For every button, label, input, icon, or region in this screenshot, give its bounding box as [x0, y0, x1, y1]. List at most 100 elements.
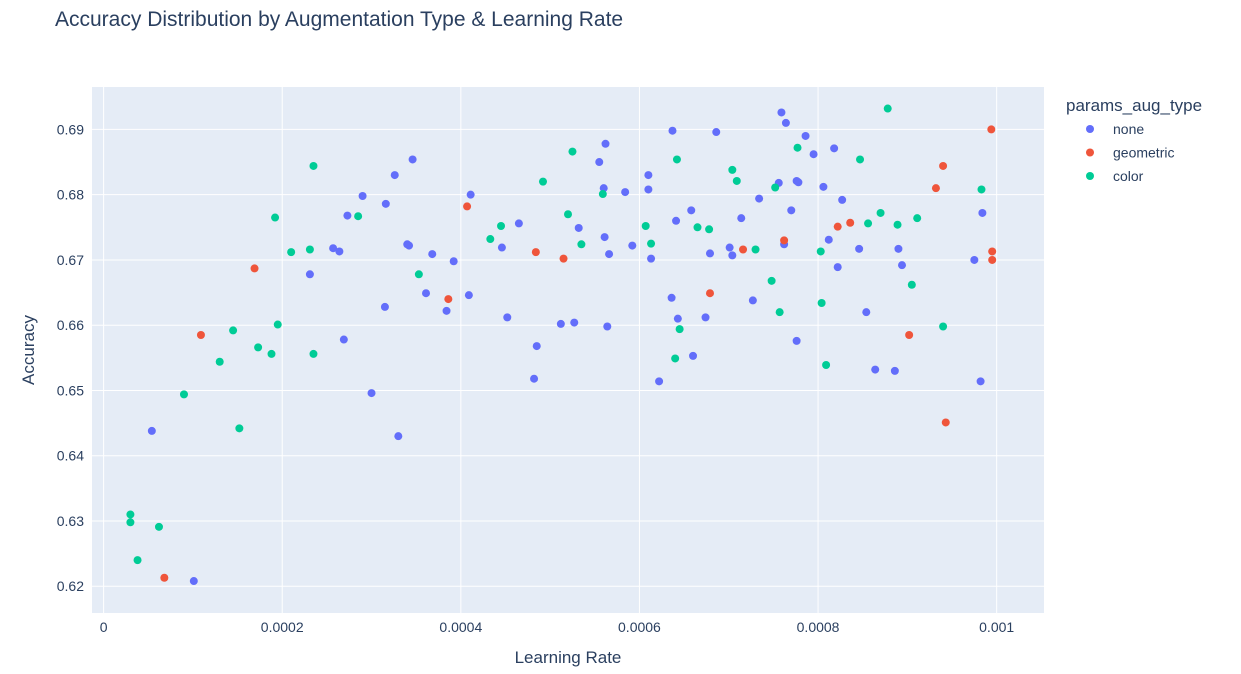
data-point	[689, 351, 698, 360]
plot-area	[92, 87, 1044, 613]
data-point	[160, 573, 169, 582]
data-point	[179, 390, 188, 399]
data-point	[907, 280, 916, 289]
legend-marker	[1086, 172, 1094, 180]
data-point	[905, 330, 914, 339]
data-point	[862, 308, 871, 317]
data-point	[271, 213, 280, 222]
data-point	[739, 245, 748, 254]
data-point	[531, 248, 540, 257]
data-point	[748, 296, 757, 305]
data-point	[644, 185, 653, 194]
x-tick-label: 0.0004	[439, 619, 482, 635]
data-point	[978, 208, 987, 217]
data-point	[931, 184, 940, 193]
data-point	[564, 210, 572, 219]
data-point	[309, 349, 318, 358]
data-point	[775, 308, 784, 317]
data-point	[189, 577, 198, 586]
data-point	[792, 336, 801, 345]
data-point	[343, 211, 352, 220]
data-point	[894, 244, 903, 253]
data-point	[250, 264, 259, 273]
data-point	[781, 118, 790, 127]
data-point	[693, 223, 702, 232]
data-point	[824, 235, 833, 244]
data-point	[767, 276, 776, 285]
data-point	[408, 155, 417, 164]
legend-item-color[interactable]: color	[1086, 168, 1144, 184]
data-point	[598, 190, 607, 199]
series-none	[147, 108, 987, 586]
data-point	[329, 244, 338, 253]
data-point	[801, 131, 810, 140]
data-point	[787, 206, 796, 215]
legend-marker	[1086, 148, 1094, 157]
data-point	[988, 255, 997, 264]
data-point	[941, 418, 950, 427]
data-point	[673, 314, 682, 323]
data-point	[358, 191, 367, 200]
series-color	[126, 104, 986, 565]
x-tick-label: 0.0008	[797, 619, 840, 635]
legend-item-none[interactable]: none	[1086, 121, 1144, 137]
data-point	[126, 510, 135, 519]
data-point	[394, 432, 403, 441]
data-point	[641, 222, 650, 231]
data-point	[913, 214, 922, 223]
data-point	[229, 326, 238, 335]
data-point	[675, 325, 684, 334]
data-point	[725, 243, 734, 252]
data-point	[737, 214, 746, 223]
data-point	[871, 365, 880, 374]
data-point	[817, 299, 826, 308]
data-point	[864, 219, 873, 228]
data-point	[595, 158, 604, 167]
data-point	[538, 177, 547, 186]
data-point	[687, 206, 696, 215]
data-point	[976, 377, 985, 386]
y-tick-label: 0.65	[57, 382, 84, 398]
data-point	[497, 243, 506, 252]
data-point	[647, 254, 656, 263]
data-point	[838, 195, 847, 204]
data-point	[755, 194, 764, 203]
data-point	[422, 289, 431, 298]
data-point	[777, 108, 786, 117]
legend-item-geometric[interactable]: geometric	[1086, 145, 1174, 161]
legend-label: color	[1113, 168, 1144, 184]
data-point	[570, 318, 579, 327]
data-point	[568, 147, 577, 156]
data-point	[712, 128, 721, 137]
legend-label: geometric	[1113, 145, 1174, 161]
data-point	[390, 171, 399, 180]
data-point	[876, 208, 885, 217]
data-point	[154, 522, 163, 531]
data-point	[830, 144, 839, 153]
data-point	[133, 556, 142, 565]
data-point	[668, 126, 677, 135]
data-point	[405, 241, 414, 250]
data-point	[381, 199, 390, 208]
data-point	[809, 150, 818, 159]
data-point	[309, 161, 318, 170]
data-point	[672, 216, 681, 225]
legend-marker	[1086, 125, 1094, 133]
data-point	[988, 247, 997, 256]
data-point	[855, 244, 864, 253]
series-geometric	[160, 125, 997, 582]
data-point	[254, 343, 263, 352]
data-point	[701, 313, 710, 322]
data-point	[414, 270, 423, 279]
data-point	[655, 377, 664, 386]
x-axis-ticks: 0 0.0002 0.0004 0.0006 0.0008 0.001	[100, 619, 1015, 635]
data-point	[671, 354, 680, 363]
data-point	[771, 183, 780, 192]
y-tick-label: 0.62	[57, 578, 84, 594]
data-point	[497, 222, 506, 231]
data-point	[267, 349, 276, 358]
data-point	[428, 250, 437, 259]
data-point	[126, 518, 135, 527]
data-point	[287, 248, 296, 257]
